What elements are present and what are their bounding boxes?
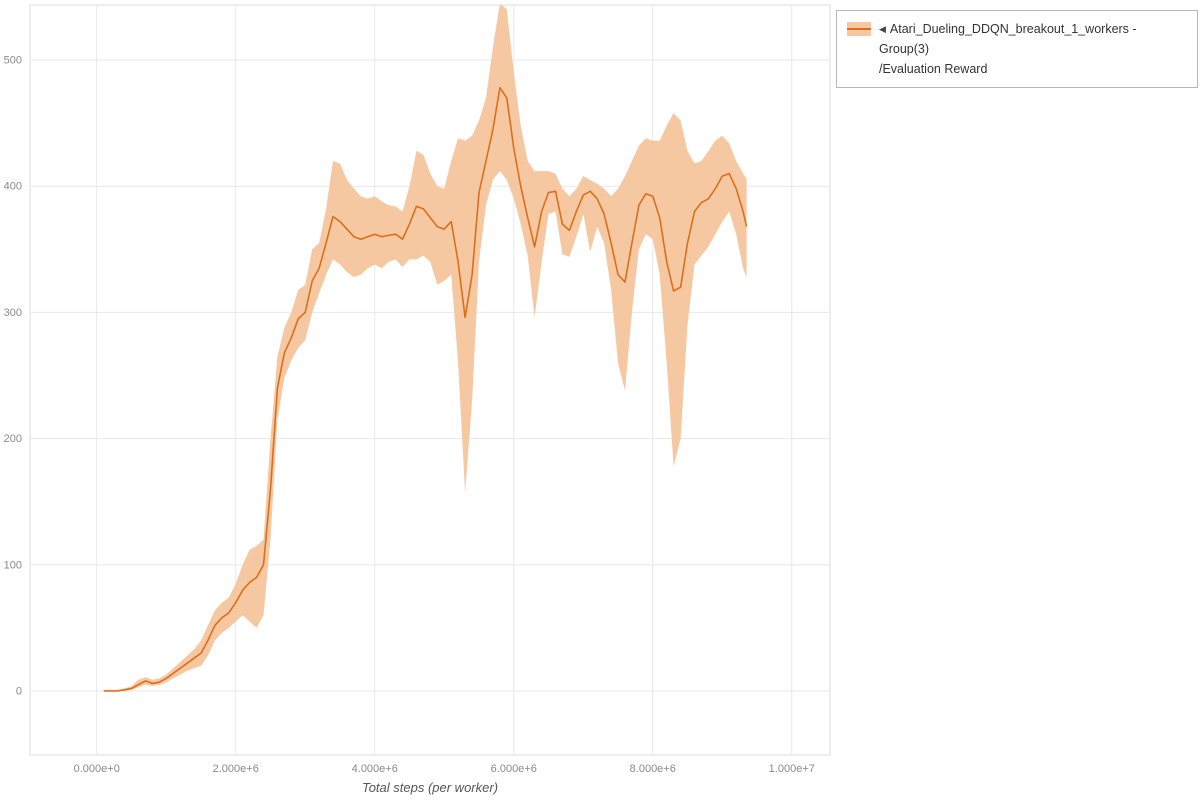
y-tick-label: 300 (4, 307, 22, 319)
legend-series-name: Atari_Dueling_DDQN_breakout_1_workers - … (879, 22, 1137, 56)
legend-line-1: ◀ Atari_Dueling_DDQN_breakout_1_workers -… (879, 19, 1187, 59)
y-tick-label: 0 (16, 686, 22, 698)
y-tick-label: 500 (4, 55, 22, 67)
confidence-band (103, 5, 747, 691)
y-tick-label: 100 (4, 559, 22, 571)
x-tick-label: 8.000e+6 (630, 763, 676, 775)
legend: ◀ Atari_Dueling_DDQN_breakout_1_workers -… (836, 10, 1198, 88)
x-tick-label: 4.000e+6 (352, 763, 398, 775)
x-tick-label: 0.000e+0 (74, 763, 120, 775)
y-tick-label: 200 (4, 433, 22, 445)
y-tick-label: 400 (4, 181, 22, 193)
mean-line (103, 87, 748, 692)
legend-series-metric: /Evaluation Reward (879, 62, 988, 76)
x-tick-label: 6.000e+6 (491, 763, 537, 775)
plot-border (29, 4, 831, 756)
legend-collapse-icon[interactable]: ◀ (879, 24, 886, 34)
x-axis-title: Total steps (per worker) (362, 780, 498, 795)
series-line-icon (847, 28, 871, 30)
x-tick-label: 2.000e+6 (213, 763, 259, 775)
x-tick-label: 1.000e+7 (769, 763, 815, 775)
legend-text: ◀ Atari_Dueling_DDQN_breakout_1_workers -… (879, 19, 1187, 79)
legend-item-evaluation-reward[interactable]: ◀ Atari_Dueling_DDQN_breakout_1_workers -… (847, 19, 1187, 79)
series-swatch-icon (847, 22, 871, 36)
